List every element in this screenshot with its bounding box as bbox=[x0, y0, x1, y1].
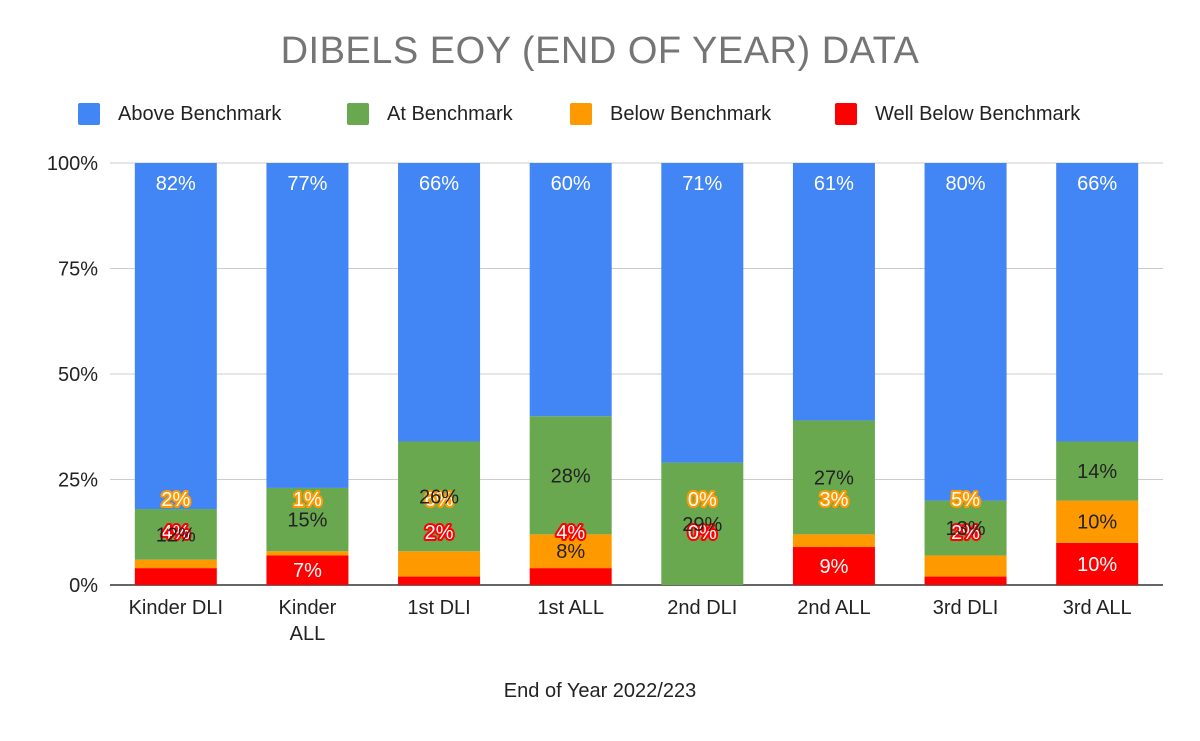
x-tick-label: 1st ALL bbox=[537, 597, 604, 619]
legend-swatch-at-benchmark bbox=[347, 103, 369, 125]
data-label-below-benchmark: 10% bbox=[1077, 512, 1117, 534]
x-tick-label: 1st DLI bbox=[407, 597, 470, 619]
bar-segment-well-below-benchmark[interactable] bbox=[529, 568, 612, 585]
data-label-at-benchmark: 28% bbox=[551, 465, 591, 487]
data-label-at-benchmark: 12% bbox=[156, 524, 196, 546]
bar-segment-below-benchmark[interactable] bbox=[792, 534, 875, 548]
data-label-well-below-benchmark: 9% bbox=[819, 556, 848, 578]
data-label-above-benchmark: 71% bbox=[682, 173, 722, 195]
bar-segment-above-benchmark[interactable] bbox=[924, 163, 1007, 501]
data-label-above-benchmark: 80% bbox=[946, 173, 986, 195]
bar-segment-well-below-benchmark[interactable] bbox=[924, 576, 1007, 585]
data-label-above-benchmark: 66% bbox=[1077, 173, 1117, 195]
y-tick-label: 25% bbox=[58, 470, 98, 492]
bar-segment-below-benchmark[interactable] bbox=[924, 555, 1007, 577]
data-label-at-benchmark: 14% bbox=[1077, 461, 1117, 483]
bar-segment-above-benchmark[interactable] bbox=[661, 163, 744, 463]
data-label-above-benchmark: 61% bbox=[814, 173, 854, 195]
bar-segment-above-benchmark[interactable] bbox=[134, 163, 217, 510]
bar-segment-at-benchmark[interactable] bbox=[398, 441, 481, 552]
data-label-above-benchmark: 77% bbox=[287, 173, 327, 195]
data-label-well-below-benchmark: 4% bbox=[556, 522, 585, 544]
chart-legend: Above Benchmark At Benchmark Below Bench… bbox=[0, 100, 1200, 128]
bar-segment-at-benchmark[interactable] bbox=[529, 416, 612, 535]
y-tick-label: 100% bbox=[47, 153, 98, 175]
data-label-at-benchmark: 15% bbox=[287, 510, 327, 532]
bar-segment-below-benchmark[interactable] bbox=[134, 559, 217, 569]
legend-label-well-below-benchmark: Well Below Benchmark bbox=[875, 102, 1081, 125]
data-label-well-below-benchmark: 2% bbox=[425, 522, 454, 544]
bar-segment-at-benchmark[interactable] bbox=[661, 462, 744, 585]
bar-segment-at-benchmark[interactable] bbox=[792, 420, 875, 535]
x-tick-label: 2nd ALL bbox=[797, 597, 870, 619]
bar-segment-below-benchmark[interactable] bbox=[266, 551, 349, 556]
data-label-below-benchmark: 0% bbox=[688, 489, 717, 511]
data-label-above-benchmark: 82% bbox=[156, 173, 196, 195]
bar-segment-below-benchmark[interactable] bbox=[1056, 500, 1139, 543]
data-label-below-benchmark: 5% bbox=[951, 489, 980, 511]
legend-item-at-benchmark[interactable]: At Benchmark bbox=[347, 100, 513, 128]
bar-segment-below-benchmark[interactable] bbox=[529, 534, 612, 569]
bar-segment-well-below-benchmark[interactable] bbox=[792, 547, 875, 585]
bar-segment-well-below-benchmark[interactable] bbox=[134, 568, 217, 585]
legend-label-below-benchmark: Below Benchmark bbox=[610, 102, 772, 125]
data-label-at-benchmark: 29% bbox=[682, 514, 722, 536]
chart-title: DIBELS EOY (END OF YEAR) DATA bbox=[280, 30, 920, 72]
legend-swatch-above-benchmark bbox=[78, 103, 100, 125]
legend-item-well-below-benchmark[interactable]: Well Below Benchmark bbox=[835, 100, 1080, 128]
data-label-well-below-benchmark: 7% bbox=[293, 560, 322, 582]
bar-segment-above-benchmark[interactable] bbox=[1056, 163, 1139, 442]
x-tick-label: 3rd ALL bbox=[1063, 597, 1132, 619]
x-tick-label: Kinder DLI bbox=[129, 597, 224, 619]
legend-label-at-benchmark: At Benchmark bbox=[387, 102, 513, 125]
data-label-below-benchmark: 8% bbox=[556, 541, 585, 563]
legend-swatch-below-benchmark bbox=[570, 103, 592, 125]
bar-segment-well-below-benchmark[interactable] bbox=[266, 555, 349, 585]
bar-segment-at-benchmark[interactable] bbox=[1056, 441, 1139, 501]
x-axis-title: End of Year 2022/223 bbox=[503, 680, 697, 702]
data-label-well-below-benchmark: 10% bbox=[1077, 554, 1117, 576]
bar-segment-below-benchmark[interactable] bbox=[398, 551, 481, 577]
x-tick-label: 3rd DLI bbox=[933, 597, 999, 619]
data-label-above-benchmark: 66% bbox=[419, 173, 459, 195]
y-tick-label: 50% bbox=[58, 364, 98, 386]
bar-segment-above-benchmark[interactable] bbox=[792, 163, 875, 421]
data-label-at-benchmark: 26% bbox=[419, 486, 459, 508]
bar-segment-well-below-benchmark[interactable] bbox=[398, 576, 481, 585]
data-label-above-benchmark: 60% bbox=[551, 173, 591, 195]
bar-segment-above-benchmark[interactable] bbox=[529, 163, 612, 417]
bar-segment-at-benchmark[interactable] bbox=[134, 509, 217, 560]
data-label-well-below-benchmark: 0% bbox=[688, 522, 717, 544]
legend-label-above-benchmark: Above Benchmark bbox=[118, 102, 282, 125]
y-tick-label: 75% bbox=[58, 259, 98, 281]
data-label-at-benchmark: 13% bbox=[946, 518, 986, 540]
legend-item-below-benchmark[interactable]: Below Benchmark bbox=[570, 100, 771, 128]
data-label-below-benchmark: 3% bbox=[819, 489, 848, 511]
x-tick-label: 2nd DLI bbox=[667, 597, 737, 619]
data-label-below-benchmark: 6% bbox=[425, 489, 454, 511]
data-label-below-benchmark: 2% bbox=[161, 489, 190, 511]
bar-segment-at-benchmark[interactable] bbox=[924, 500, 1007, 556]
bar-segment-well-below-benchmark[interactable] bbox=[1056, 542, 1139, 585]
y-tick-label: 0% bbox=[69, 575, 98, 597]
legend-item-above-benchmark[interactable]: Above Benchmark bbox=[78, 100, 281, 128]
bar-segment-above-benchmark[interactable] bbox=[266, 163, 349, 488]
data-label-below-benchmark: 1% bbox=[293, 489, 322, 511]
legend-swatch-well-below-benchmark bbox=[835, 103, 857, 125]
x-tick-label: ALL bbox=[290, 623, 326, 645]
bar-segment-at-benchmark[interactable] bbox=[266, 487, 349, 552]
data-label-well-below-benchmark: 2% bbox=[951, 522, 980, 544]
data-label-at-benchmark: 27% bbox=[814, 467, 854, 489]
data-label-well-below-benchmark: 4% bbox=[161, 522, 190, 544]
x-tick-label: Kinder bbox=[279, 597, 337, 619]
bar-segment-above-benchmark[interactable] bbox=[398, 163, 481, 442]
